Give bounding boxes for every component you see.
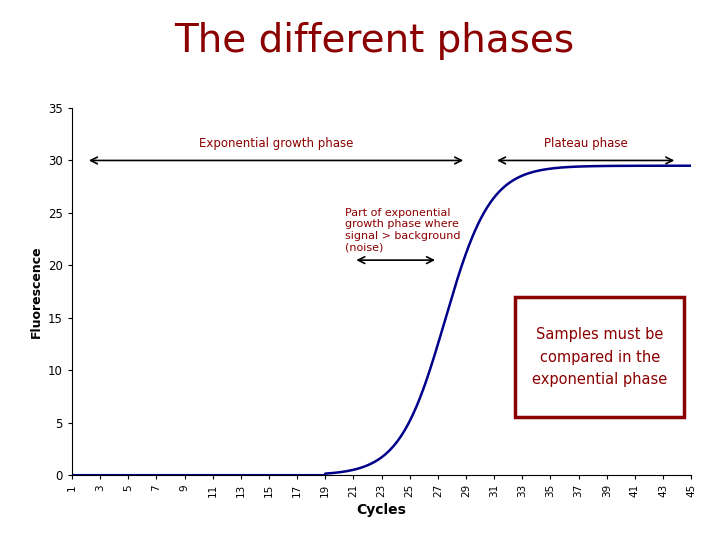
Text: Samples must be
compared in the
exponential phase: Samples must be compared in the exponent…	[532, 327, 667, 387]
Text: Exponential growth phase: Exponential growth phase	[199, 137, 354, 150]
Text: Plateau phase: Plateau phase	[544, 137, 628, 150]
Y-axis label: Fluorescence: Fluorescence	[30, 245, 42, 338]
X-axis label: Cycles: Cycles	[356, 503, 407, 517]
Text: The different phases: The different phases	[174, 22, 575, 59]
Text: Part of exponential
growth phase where
signal > background
(noise): Part of exponential growth phase where s…	[345, 208, 461, 253]
Bar	[516, 297, 684, 417]
